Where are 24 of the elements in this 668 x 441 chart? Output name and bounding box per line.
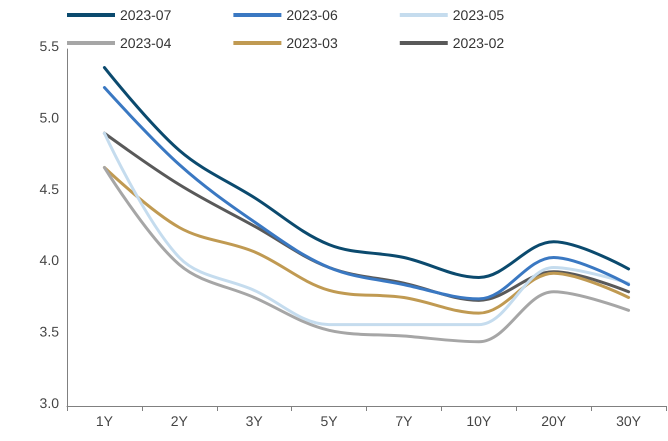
y-tick-label: 3.5 [40,324,60,340]
legend-label: 2023-07 [120,7,172,23]
legend-label: 2023-06 [286,7,338,23]
legend-label: 2023-04 [120,35,172,51]
y-tick-label: 4.5 [40,180,60,197]
y-tick-label: 4.0 [40,252,60,268]
x-tick-label: 1Y [96,413,114,429]
y-tick-label: 5.0 [40,109,60,126]
y-tick-label: 5.5 [40,38,60,54]
x-tick-label: 3Y [246,413,264,429]
x-tick-label: 5Y [320,413,338,429]
line-series [102,166,630,315]
legend-label: 2023-03 [286,35,338,51]
x-tick-label: 10Y [466,413,492,429]
line-series [102,66,630,279]
legend-label: 2023-02 [452,35,504,51]
y-tick-label: 3.0 [40,395,60,411]
legend-label: 2023-05 [452,7,504,23]
x-tick-label: 7Y [395,413,414,429]
line-series [102,166,630,344]
x-tick-label: 30Y [616,413,642,429]
x-tick-label: 2Y [170,413,189,429]
x-tick-label: 20Y [541,413,567,429]
line-series [102,86,630,300]
